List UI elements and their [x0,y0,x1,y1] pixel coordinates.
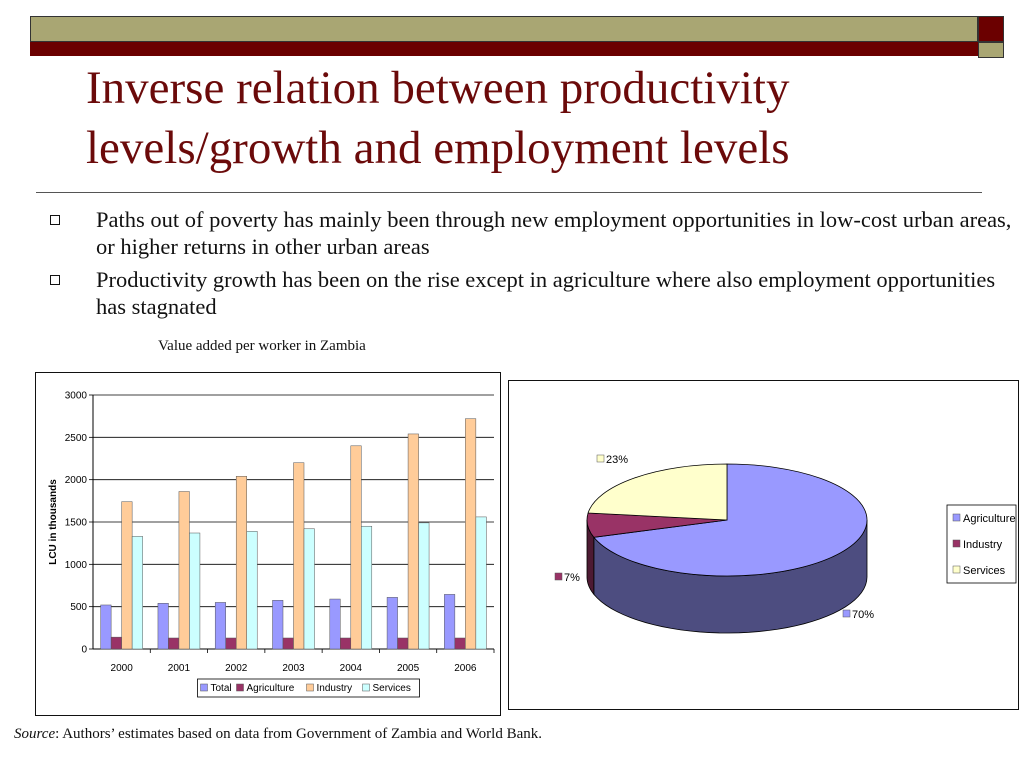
y-tick-label: 3000 [65,391,88,402]
legend-label-industry: Industry [317,683,353,694]
title-divider [36,192,982,193]
hollow-square-bullet-icon [50,215,60,225]
bar-services [131,536,143,650]
pie-chart-panel: 70% 7% 23% Agriculture Industry Services [508,380,1019,710]
bar-services [189,532,201,650]
legend-swatch-services [362,683,370,692]
pie-legend-label-services: Services [963,565,1006,577]
bar-industry [293,462,305,650]
y-tick-label: 2500 [65,433,88,444]
bullet-item: Productivity growth has been on the rise… [44,266,1014,320]
bar-industry [465,418,477,650]
bar-chart: 0 500 1000 1500 2000 2500 3000 2000 2001 2002 2003… [48,391,495,698]
hollow-square-bullet-icon [50,275,60,285]
y-tick-label: 1500 [65,518,88,529]
bar-agriculture [168,637,180,650]
bar-agriculture [397,637,409,650]
bar-total [157,603,169,650]
pie-label-swatch [554,572,563,581]
pie-legend-label-industry: Industry [963,539,1003,551]
header-corner-square-lower [978,42,1004,58]
bar-total [329,598,341,650]
bar-total [214,602,226,650]
bullet-list: Paths out of poverty has mainly been thr… [44,206,1014,326]
pie-slice-services [587,463,728,521]
legend-label-services: Services [373,683,411,694]
pie-slice-agriculture [593,463,868,577]
legend-swatch-total [200,683,208,692]
x-tick-label: 2003 [282,663,305,674]
header-bar [30,16,978,42]
legend-label-total: Total [211,683,232,694]
pie-data-label-services: 23% [606,454,628,466]
header-stripe [30,42,978,56]
y-axis-label: LCU in thousands [48,479,59,565]
y-tick-label: 1000 [65,560,88,571]
bar-industry [121,501,133,650]
pie-legend-swatch-industry [952,539,961,548]
legend-swatch-industry [306,683,314,692]
bar-total [386,597,398,650]
bar-industry [235,476,247,650]
source-label: Source [14,726,56,742]
bar-services [361,525,373,650]
x-tick-label: 2001 [168,663,191,674]
bar-agriculture [454,637,466,650]
bullet-text: Paths out of poverty has mainly been thr… [96,207,1012,259]
bar-total [100,604,112,650]
source-note: Source: Authors’ estimates based on data… [14,726,542,743]
slide-title: Inverse relation between productivity le… [86,58,986,178]
legend: Total Agriculture Industry Services [197,678,420,698]
bar-agriculture [340,637,352,650]
bar-agriculture [282,637,294,650]
source-text: : Authors’ estimates based on data from … [55,726,542,742]
pie-legend-swatch-agriculture [952,513,961,522]
y-tick-label: 500 [70,602,87,613]
pie-chart: 70% 7% 23% Agriculture Industry Services [554,454,1017,634]
bar-services [475,516,487,650]
bar-services [246,531,258,650]
x-tick-label: 2005 [397,663,420,674]
legend-swatch-agriculture [236,683,244,692]
slide-title-line-1: Inverse relation between productivity [86,62,790,114]
bar-chart-panel: 0 500 1000 1500 2000 2500 3000 2000 2001 2002 2003… [35,372,501,716]
bar-industry [407,433,419,650]
bar-agriculture [110,636,122,650]
bullet-item: Paths out of poverty has mainly been thr… [44,206,1014,260]
chart-caption: Value added per worker in Zambia [158,338,366,354]
bar-industry [178,491,190,650]
bullet-text: Productivity growth has been on the rise… [96,267,996,319]
bar-services [303,528,315,650]
y-tick-label: 2000 [65,475,88,486]
x-tick-label: 2006 [454,663,477,674]
bar-services [418,522,430,650]
bar-industry [350,445,362,650]
pie-legend: Agriculture Industry Services [946,504,1017,584]
bar-total [444,594,456,650]
pie-data-label-agriculture: 70% [852,609,874,621]
pie-label-swatch [596,454,605,463]
bar-total [272,600,284,650]
header-corner-square [978,16,1004,42]
pie-legend-label-agriculture: Agriculture [963,513,1016,525]
pie-data-label-industry: 7% [564,572,580,584]
y-tick-label: 0 [81,645,87,656]
x-tick-label: 2002 [225,663,248,674]
pie-label-swatch [842,609,851,618]
legend-label-agriculture: Agriculture [247,683,295,694]
pie-legend-swatch-services [952,565,961,574]
x-tick-label: 2004 [340,663,363,674]
bar-agriculture [225,637,237,650]
slide-title-line-2: levels/growth and employment levels [86,122,790,174]
x-tick-label: 2000 [111,663,134,674]
